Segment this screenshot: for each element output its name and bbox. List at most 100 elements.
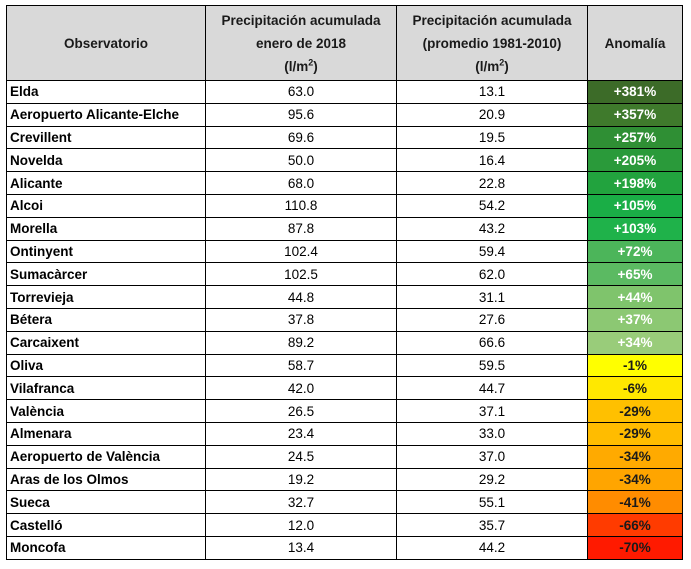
anomaly-badge: -6%: [587, 376, 683, 401]
header-average: Precipitación acumulada (promedio 1981-2…: [396, 5, 588, 81]
precip-average: 22.8: [396, 171, 588, 195]
anomaly-badge: -66%: [587, 513, 683, 537]
anomaly-badge: +65%: [587, 262, 683, 287]
anomaly-badge: +37%: [587, 307, 683, 332]
table-row: Castelló 12.0 35.7 -66%: [6, 513, 683, 537]
table-row: Aeropuerto de València 24.5 37.0 -34%: [6, 444, 683, 469]
precip-average: 37.0: [396, 444, 588, 469]
precip-jan-2018: 102.5: [205, 262, 397, 287]
station-name: Aeropuerto de València: [6, 444, 206, 469]
table-row: Moncofa 13.4 44.2 -70%: [6, 535, 683, 560]
header-anomalia: Anomalía: [587, 5, 683, 81]
anomaly-badge: +44%: [587, 285, 683, 309]
anomaly-badge: -29%: [587, 399, 683, 423]
table-row: Aras de los Olmos 19.2 29.2 -34%: [6, 467, 683, 492]
precip-jan-2018: 50.0: [205, 148, 397, 173]
precip-average: 55.1: [396, 490, 588, 515]
precip-average: 59.5: [396, 353, 588, 378]
precipitation-table: Observatorio Precipitación acumulada ene…: [6, 5, 683, 560]
precip-jan-2018: 110.8: [205, 193, 397, 218]
header-jan-2018: Precipitación acumulada enero de 2018 (l…: [205, 5, 397, 81]
precip-jan-2018: 89.2: [205, 330, 397, 355]
precip-jan-2018: 32.7: [205, 490, 397, 515]
station-name: Torrevieja: [6, 285, 206, 309]
table-row: Alicante 68.0 22.8 +198%: [6, 171, 683, 195]
table-row: Almenara 23.4 33.0 -29%: [6, 421, 683, 446]
precip-jan-2018: 44.8: [205, 285, 397, 309]
header-avg-unit: (l/m2): [475, 57, 509, 74]
precip-average: 37.1: [396, 399, 588, 423]
precip-jan-2018: 12.0: [205, 513, 397, 537]
station-name: Alicante: [6, 171, 206, 195]
precip-jan-2018: 26.5: [205, 399, 397, 423]
anomaly-badge: +205%: [587, 148, 683, 173]
station-name: Morella: [6, 216, 206, 241]
anomaly-badge: +198%: [587, 171, 683, 195]
precip-average: 62.0: [396, 262, 588, 287]
precip-average: 43.2: [396, 216, 588, 241]
header-jan-line2: enero de 2018: [255, 35, 347, 51]
table-row: Alcoi 110.8 54.2 +105%: [6, 193, 683, 218]
table-row: Crevillent 69.6 19.5 +257%: [6, 125, 683, 150]
anomaly-badge: +72%: [587, 239, 683, 264]
precip-jan-2018: 58.7: [205, 353, 397, 378]
anomaly-badge: -34%: [587, 467, 683, 492]
precip-average: 54.2: [396, 193, 588, 218]
station-name: Novelda: [6, 148, 206, 173]
station-name: València: [6, 399, 206, 423]
precip-average: 66.6: [396, 330, 588, 355]
header-jan-line1: Precipitación acumulada: [221, 12, 381, 28]
header-observatorio: Observatorio: [6, 5, 206, 81]
precip-jan-2018: 13.4: [205, 535, 397, 560]
header-avg-line1: Precipitación acumulada: [412, 12, 572, 28]
anomaly-badge: +257%: [587, 125, 683, 150]
precip-average: 20.9: [396, 102, 588, 127]
table-row: Oliva 58.7 59.5 -1%: [6, 353, 683, 378]
precip-average: 16.4: [396, 148, 588, 173]
station-name: Sumacàrcer: [6, 262, 206, 287]
header-row: Observatorio Precipitación acumulada ene…: [6, 5, 683, 81]
precip-jan-2018: 24.5: [205, 444, 397, 469]
table-row: Ontinyent 102.4 59.4 +72%: [6, 239, 683, 264]
table-row: Aeropuerto Alicante-Elche 95.6 20.9 +357%: [6, 102, 683, 127]
precip-jan-2018: 102.4: [205, 239, 397, 264]
anomaly-badge: -41%: [587, 490, 683, 515]
station-name: Aeropuerto Alicante-Elche: [6, 102, 206, 127]
header-avg-line2: (promedio 1981-2010): [422, 35, 562, 51]
table-row: Sumacàrcer 102.5 62.0 +65%: [6, 262, 683, 287]
anomaly-badge: -29%: [587, 421, 683, 446]
station-name: Almenara: [6, 421, 206, 446]
precip-average: 44.7: [396, 376, 588, 401]
table-row: Bétera 37.8 27.6 +37%: [6, 307, 683, 332]
table-row: Elda 63.0 13.1 +381%: [6, 80, 683, 104]
precip-jan-2018: 23.4: [205, 421, 397, 446]
anomaly-badge: +357%: [587, 102, 683, 127]
precip-jan-2018: 19.2: [205, 467, 397, 492]
precip-average: 19.5: [396, 125, 588, 150]
station-name: Castelló: [6, 513, 206, 537]
station-name: Vilafranca: [6, 376, 206, 401]
header-jan-unit: (l/m2): [284, 57, 318, 74]
precip-average: 27.6: [396, 307, 588, 332]
precip-average: 29.2: [396, 467, 588, 492]
station-name: Alcoi: [6, 193, 206, 218]
anomaly-badge: -34%: [587, 444, 683, 469]
precip-jan-2018: 37.8: [205, 307, 397, 332]
station-name: Carcaixent: [6, 330, 206, 355]
precip-average: 44.2: [396, 535, 588, 560]
table-row: Morella 87.8 43.2 +103%: [6, 216, 683, 241]
table-row: Sueca 32.7 55.1 -41%: [6, 490, 683, 515]
table-row: Novelda 50.0 16.4 +205%: [6, 148, 683, 173]
anomaly-badge: -1%: [587, 353, 683, 378]
station-name: Elda: [6, 80, 206, 104]
precip-jan-2018: 69.6: [205, 125, 397, 150]
table-row: Torrevieja 44.8 31.1 +44%: [6, 285, 683, 309]
station-name: Aras de los Olmos: [6, 467, 206, 492]
precip-average: 31.1: [396, 285, 588, 309]
station-name: Crevillent: [6, 125, 206, 150]
precip-jan-2018: 95.6: [205, 102, 397, 127]
precip-jan-2018: 42.0: [205, 376, 397, 401]
precip-average: 13.1: [396, 80, 588, 104]
station-name: Oliva: [6, 353, 206, 378]
station-name: Moncofa: [6, 535, 206, 560]
